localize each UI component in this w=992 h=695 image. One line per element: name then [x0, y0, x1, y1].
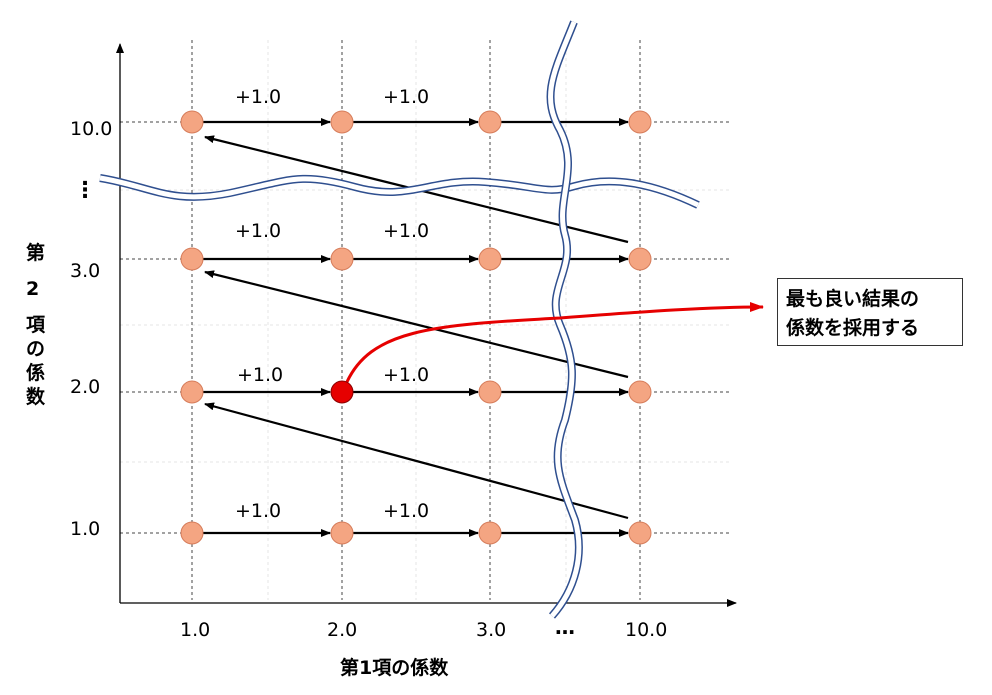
- y-tick-labels: 10.0 3.0 2.0 1.0 ⋮: [70, 118, 112, 540]
- y-tick-label: 2.0: [70, 376, 100, 398]
- step-label: +1.0: [383, 86, 429, 108]
- grid-node: [478, 247, 502, 271]
- step-label-group: +1.0 +1.0 +1.0 +1.0 +1.0 +1.0 +1.0 +1.0: [235, 86, 429, 522]
- x-tick-labels: 1.0 2.0 3.0 … 10.0: [180, 615, 667, 641]
- grid-node: [180, 521, 204, 545]
- y-tick-label: 10.0: [70, 118, 112, 140]
- best-node: [330, 380, 354, 404]
- grid-node: [628, 380, 652, 404]
- step-label: +1.0: [383, 500, 429, 522]
- x-tick-label: 1.0: [180, 619, 210, 641]
- step-label: +1.0: [383, 220, 429, 242]
- callout-line-1: 最も良い結果の: [786, 288, 920, 310]
- step-label: +1.0: [237, 364, 283, 386]
- x-tick-label: 10.0: [625, 619, 667, 641]
- grid-node: [180, 380, 204, 404]
- grid-node: [478, 521, 502, 545]
- x-tick-label: 3.0: [476, 619, 506, 641]
- y-tick-label: 1.0: [70, 518, 100, 540]
- y-ellipsis: ⋮: [74, 178, 96, 203]
- x-tick-label: 2.0: [327, 619, 357, 641]
- callout-line-2: 係数を採用する: [786, 317, 920, 339]
- grid-node: [478, 380, 502, 404]
- row-break-line: [99, 174, 700, 209]
- step-label: +1.0: [235, 500, 281, 522]
- grid-node: [330, 247, 354, 271]
- grid-node: [330, 110, 354, 134]
- x-ellipsis: …: [555, 615, 575, 639]
- y-tick-label: 3.0: [70, 260, 100, 282]
- step-label: +1.0: [235, 220, 281, 242]
- axes: [116, 43, 737, 607]
- x-axis-title: 第1項の係数: [340, 656, 449, 679]
- grid-node: [478, 110, 502, 134]
- column-break-line: [546, 20, 583, 619]
- step-label: +1.0: [235, 86, 281, 108]
- y-axis-title: 第 2 項の係数: [26, 241, 46, 408]
- grid-node: [330, 521, 354, 545]
- grid-nodes: [180, 110, 652, 545]
- step-label: +1.0: [383, 364, 429, 386]
- grid-node: [628, 110, 652, 134]
- best-result-arrow: [344, 302, 764, 385]
- grid-node: [628, 247, 652, 271]
- callout-box: 最も良い結果の 係数を採用する: [777, 278, 963, 346]
- grid-node: [180, 247, 204, 271]
- step-arrows: [203, 118, 629, 537]
- grid-node: [628, 521, 652, 545]
- grid-node: [180, 110, 204, 134]
